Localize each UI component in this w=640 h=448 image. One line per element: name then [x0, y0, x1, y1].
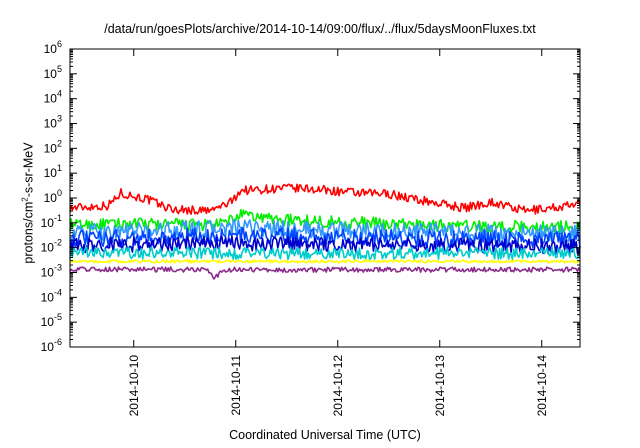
y-tick-label: 10-6: [41, 337, 62, 354]
plot-frame: [69, 48, 581, 348]
y-tick-label: 104: [44, 89, 62, 106]
y-tick-label: 10-5: [41, 312, 62, 329]
x-tick-label: 2014-10-13: [433, 355, 447, 417]
series-line: [69, 259, 581, 264]
series-layer: [69, 183, 581, 280]
series-line: [69, 266, 581, 280]
series-line: [69, 246, 581, 261]
axes-layer: 10-6 10-5 10-4 10-3 10-2 10-1 100 101 102 103 104 1…: [41, 39, 581, 417]
x-tick-label: 2014-10-14: [535, 355, 549, 417]
y-tick-label: 105: [44, 64, 62, 81]
x-tick-label: 2014-10-10: [127, 355, 141, 417]
series-line: [69, 208, 581, 234]
y-tick-label: 102: [44, 138, 62, 155]
x-tick-label: 2014-10-12: [331, 355, 345, 417]
y-tick-label: 10-1: [41, 213, 62, 230]
series-line: [69, 226, 581, 249]
series-line: [69, 183, 581, 215]
y-tick-label: 10-3: [41, 263, 62, 280]
y-tick-label: 10-4: [41, 287, 62, 304]
y-tick-label: 101: [44, 163, 62, 180]
y-tick-label: 10-2: [41, 238, 62, 255]
y-tick-label: 106: [44, 39, 62, 56]
x-tick-label: 2014-10-11: [229, 355, 243, 416]
series-line: [69, 235, 581, 255]
y-tick-label: 100: [44, 188, 62, 205]
chart-title: /data/run/goesPlots/archive/2014-10-14/0…: [104, 22, 536, 36]
x-axis-label: Coordinated Universal Time (UTC): [229, 428, 421, 442]
y-tick-label: 103: [44, 114, 62, 131]
y-axis-label: protons/cm2-s-sr-MeV: [20, 142, 36, 264]
